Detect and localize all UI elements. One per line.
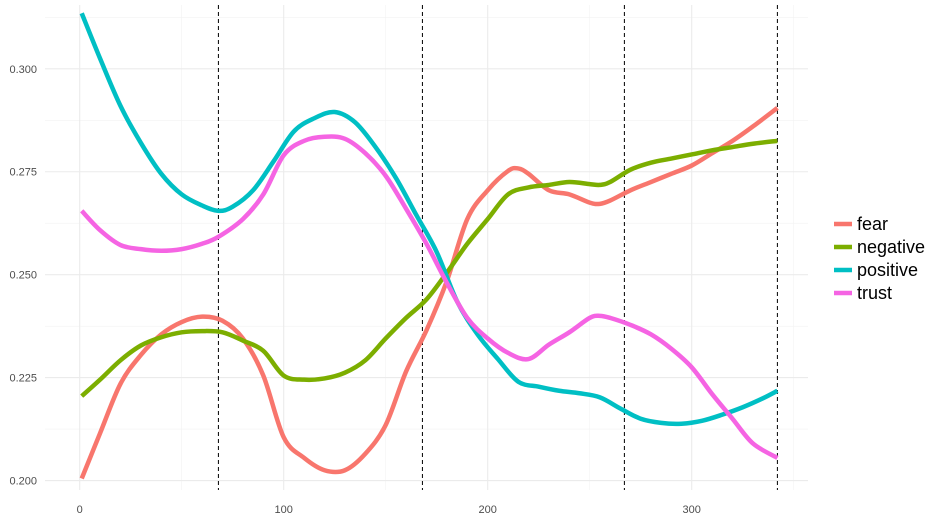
- series-line-negative: [80, 138, 778, 398]
- legend-label-fear: fear: [857, 214, 888, 234]
- series-lines: [79, 12, 779, 480]
- y-axis-tick-labels: 0.200 0.225 0.250 0.275 0.300: [9, 64, 37, 488]
- legend: fear negative positive trust: [834, 214, 925, 303]
- x-tick-label: 100: [275, 504, 293, 516]
- legend-label-positive: positive: [857, 260, 918, 280]
- y-tick-label: 0.300: [9, 64, 37, 76]
- major-gridlines: [45, 5, 808, 490]
- y-tick-label: 0.225: [9, 373, 37, 385]
- legend-label-negative: negative: [857, 237, 925, 257]
- legend-label-trust: trust: [857, 283, 892, 303]
- y-tick-label: 0.200: [9, 476, 37, 488]
- y-tick-label: 0.275: [9, 167, 37, 179]
- y-tick-label: 0.250: [9, 270, 37, 282]
- x-tick-label: 300: [683, 504, 701, 516]
- series-line-trust: [80, 134, 779, 460]
- x-axis-tick-labels: 0 100 200 300: [77, 504, 701, 516]
- x-tick-label: 0: [77, 504, 83, 516]
- series-line-positive: [79, 12, 779, 427]
- reference-lines: [217, 5, 778, 490]
- x-tick-label: 200: [479, 504, 497, 516]
